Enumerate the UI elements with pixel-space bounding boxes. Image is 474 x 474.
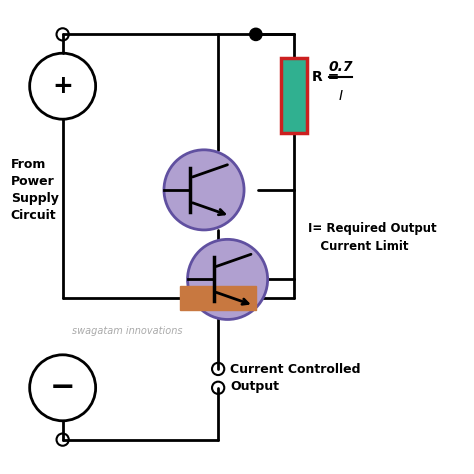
- Text: From
Power
Supply
Circuit: From Power Supply Circuit: [11, 158, 59, 222]
- FancyBboxPatch shape: [181, 286, 256, 310]
- FancyBboxPatch shape: [281, 58, 307, 133]
- Circle shape: [188, 239, 268, 319]
- Circle shape: [250, 28, 262, 40]
- Circle shape: [164, 150, 244, 230]
- Text: Current Controlled
Output: Current Controlled Output: [230, 364, 360, 393]
- Text: −: −: [50, 374, 75, 402]
- Text: +: +: [52, 74, 73, 98]
- Text: swagatam innovations: swagatam innovations: [72, 326, 182, 336]
- Text: I= Required Output
   Current Limit: I= Required Output Current Limit: [308, 221, 436, 253]
- Text: 0.7: 0.7: [328, 60, 353, 74]
- Text: R =: R =: [312, 70, 345, 84]
- Text: I: I: [338, 89, 343, 103]
